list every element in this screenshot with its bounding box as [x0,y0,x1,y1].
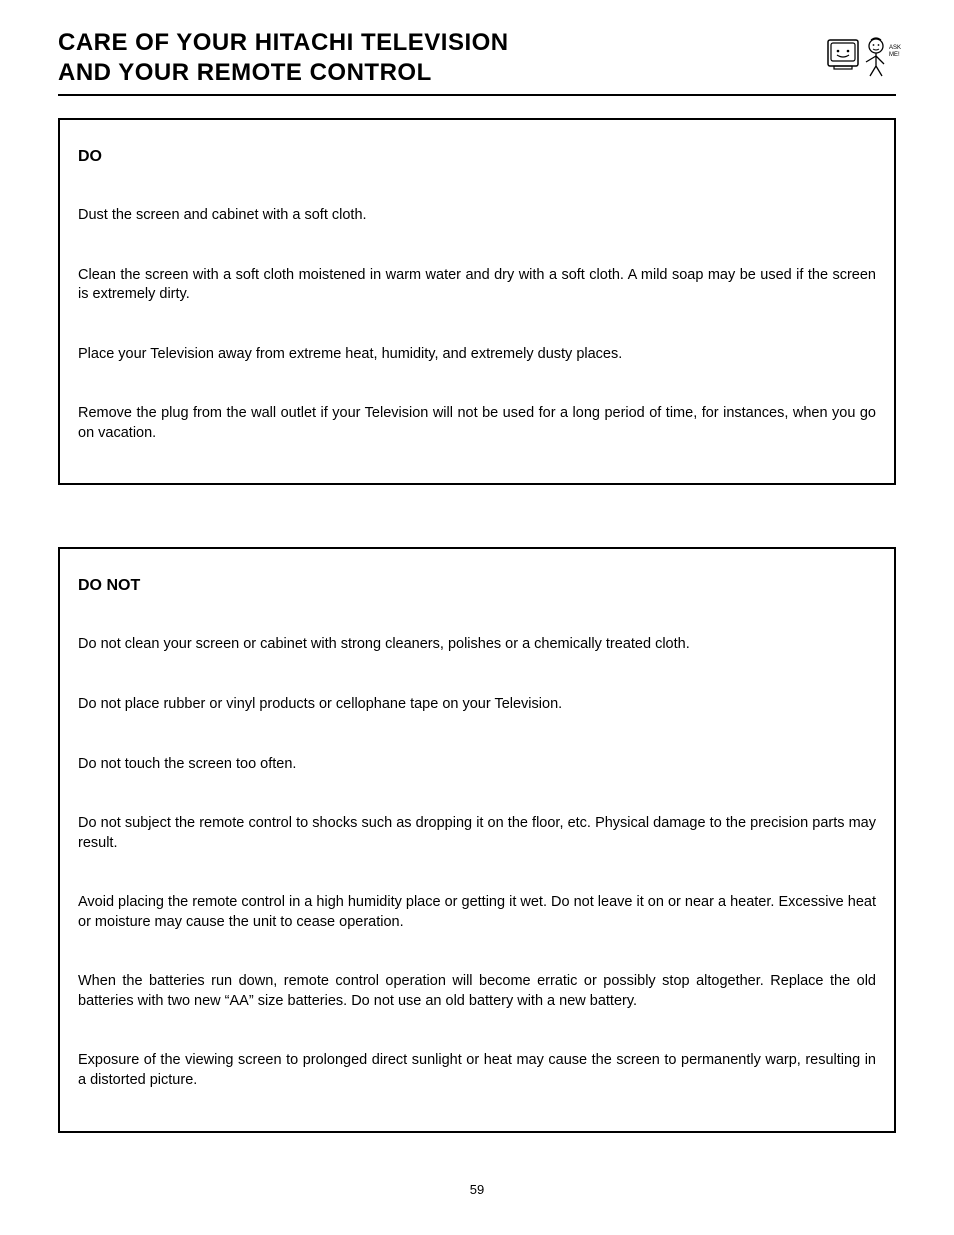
do-item: Place your Television away from extreme … [78,345,876,365]
ask-me-icon: ASK ME! [826,34,904,83]
donot-item: Do not clean your screen or cabinet with… [78,635,876,655]
do-item: Dust the screen and cabinet with a soft … [78,206,876,226]
page-title: CARE OF YOUR HITACHI TELEVISION AND YOUR… [58,28,509,88]
svg-text:ASK: ASK [889,45,901,51]
donot-item: Exposure of the viewing screen to prolon… [78,1051,876,1090]
do-item: Clean the screen with a soft cloth moist… [78,266,876,305]
title-line-1: CARE OF YOUR HITACHI TELEVISION [58,29,509,56]
do-box: DO Dust the screen and cabinet with a so… [58,118,896,485]
donot-item: Avoid placing the remote control in a hi… [78,893,876,932]
do-not-box: DO NOT Do not clean your screen or cabin… [58,547,896,1132]
donot-item: Do not place rubber or vinyl products or… [78,695,876,715]
title-line-2: AND YOUR REMOTE CONTROL [58,59,432,86]
donot-item: Do not touch the screen too often. [78,755,876,775]
svg-text:ME!: ME! [889,52,900,58]
page-number: 59 [0,1182,954,1197]
donot-item: When the batteries run down, remote cont… [78,972,876,1011]
header-divider [58,94,896,96]
do-item: Remove the plug from the wall outlet if … [78,404,876,443]
do-not-heading: DO NOT [78,577,876,595]
do-heading: DO [78,148,876,166]
donot-item: Do not subject the remote control to sho… [78,814,876,853]
page-header: CARE OF YOUR HITACHI TELEVISION AND YOUR… [58,28,896,88]
